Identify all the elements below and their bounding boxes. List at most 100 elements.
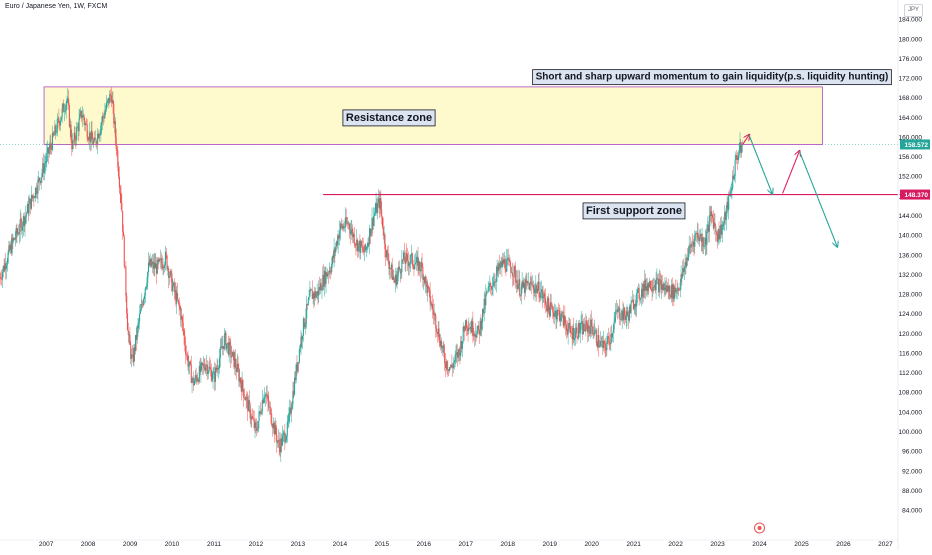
candle-body-166 [133, 347, 135, 363]
candle-body-552 [444, 363, 446, 368]
candle-body-356 [286, 422, 288, 436]
candle-body-271 [218, 368, 220, 370]
candle-body-758 [611, 334, 613, 338]
candle-body-500 [402, 252, 405, 260]
candle-body-67 [53, 135, 55, 136]
candle-body-165 [132, 354, 134, 363]
candle-body-602 [485, 294, 487, 306]
candle-body-458 [369, 228, 371, 245]
candle-body-54 [43, 163, 45, 174]
candle-body-876 [706, 231, 708, 245]
candle-body-288 [231, 351, 233, 357]
candle-body-887 [715, 226, 717, 233]
candle-body-136 [109, 93, 111, 104]
candle-body-139 [111, 99, 113, 103]
candle-body-646 [520, 287, 522, 296]
currency-selector[interactable]: JPY [904, 4, 923, 17]
candle-body-756 [609, 343, 611, 345]
candle-body-274 [220, 346, 222, 348]
y-tick-label-6: 104.000 [899, 409, 923, 416]
candle-body-512 [412, 264, 414, 267]
candle-body-124 [99, 132, 101, 135]
candle-body-617 [497, 266, 499, 271]
candle-body-180 [144, 288, 146, 296]
candle-body-315 [253, 419, 255, 429]
candle-body-860 [693, 242, 695, 247]
candle-body-574 [462, 326, 464, 342]
candle-body-850 [685, 262, 687, 267]
candle-body-905 [729, 191, 731, 196]
candle-body-861 [694, 235, 696, 247]
candle-body-775 [624, 315, 626, 320]
candle-body-347 [279, 446, 281, 453]
candle-body-539 [434, 313, 436, 316]
candle-body-555 [447, 369, 449, 370]
candle-body-328 [264, 396, 266, 398]
candle-body-916 [738, 151, 740, 156]
candle-body-708 [570, 332, 572, 334]
candle-body-811 [653, 285, 656, 288]
candle-body-529 [426, 282, 428, 293]
candle-body-544 [438, 328, 440, 340]
candle-body-399 [321, 289, 323, 291]
candle-body-569 [458, 349, 460, 352]
candle-body-4 [2, 266, 4, 273]
candle-body-595 [479, 320, 481, 335]
candle-body-330 [265, 394, 267, 397]
candle-body-104 [83, 115, 85, 121]
candle-body-635 [511, 272, 513, 277]
candle-body-629 [507, 257, 509, 260]
candle-body-355 [285, 435, 288, 441]
candle-body-688 [554, 311, 556, 314]
candle-body-575 [463, 326, 465, 331]
candle-body-663 [534, 288, 536, 293]
candle-body-460 [370, 229, 372, 237]
candle-body-736 [593, 333, 595, 335]
candle-body-281 [226, 343, 228, 349]
candle-body-486 [391, 264, 393, 280]
candle-body-309 [248, 400, 250, 405]
candle-body-681 [548, 307, 551, 317]
candle-body-462 [372, 218, 374, 226]
candle-body-32 [25, 215, 27, 218]
candle-body-546 [440, 340, 442, 347]
candle-body-298 [239, 377, 242, 384]
candle-body-101 [80, 110, 83, 119]
candles-layer [0, 86, 743, 462]
candle-body-829 [668, 286, 670, 292]
candle-body-581 [468, 327, 470, 331]
candle-body-445 [358, 240, 360, 244]
annotations-layer: Resistance zone First support zone Short a… [342, 69, 892, 220]
candle-body-567 [457, 351, 459, 358]
candle-body-251 [202, 362, 204, 366]
candle-body-825 [665, 285, 667, 288]
candle-body-128 [102, 116, 104, 117]
candle-body-142 [114, 121, 116, 124]
candle-body-651 [524, 279, 526, 293]
candle-body-852 [686, 257, 689, 261]
current-price-badge-bg [900, 139, 930, 150]
candle-body-264 [212, 372, 214, 379]
candle-body-229 [184, 335, 186, 346]
candle-body-304 [244, 398, 246, 401]
candle-body-674 [543, 293, 545, 297]
candle-body-386 [310, 289, 313, 291]
candle-body-842 [678, 289, 681, 291]
projection-arrow-3 [782, 151, 800, 194]
candle-body-444 [357, 243, 359, 252]
x-tick-label-21: 2027 [878, 541, 893, 548]
candle-body-413 [332, 256, 334, 259]
candle-body-468 [377, 203, 379, 213]
candle-body-795 [640, 288, 643, 298]
candle-body-415 [334, 248, 336, 253]
candle-body-335 [269, 406, 271, 409]
candle-body-722 [582, 321, 584, 335]
candle-body-892 [719, 234, 721, 240]
candle-body-689 [555, 311, 557, 320]
candle-body-773 [623, 307, 625, 320]
y-tick-label-20: 160.000 [899, 134, 923, 141]
candle-body-489 [394, 280, 396, 283]
candle-body-718 [578, 323, 580, 334]
